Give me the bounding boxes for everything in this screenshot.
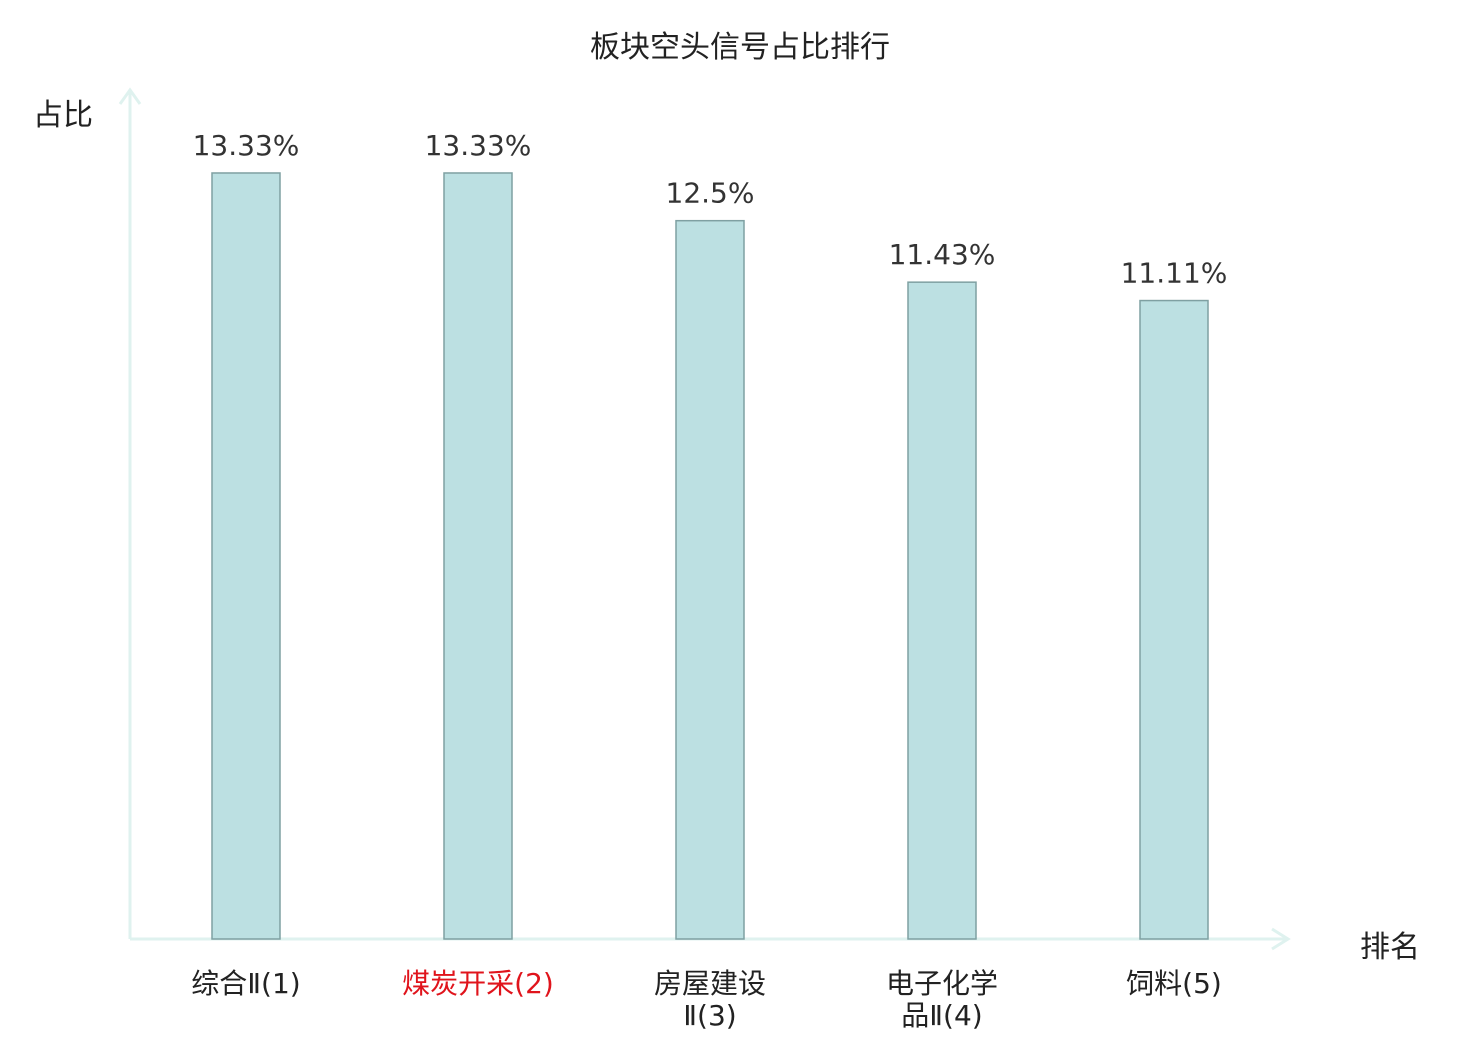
bar [443, 172, 513, 940]
x-tick-label: 综合Ⅱ(1) [191, 967, 300, 1000]
bar [675, 219, 745, 940]
bars [211, 172, 1209, 940]
y-axis-arrow [118, 87, 142, 105]
x-tick-label-line: 饲料(5) [1126, 967, 1222, 1000]
x-tick-label-line: 品Ⅱ(4) [901, 999, 982, 1032]
x-tick-label-line: 综合Ⅱ(1) [191, 967, 300, 1000]
x-tick-label: 饲料(5) [1126, 967, 1222, 1000]
x-tick-label-line: 煤炭开采(2) [402, 967, 554, 1000]
category-labels: 综合Ⅱ(1) 煤炭开采(2) 房屋建设 Ⅱ(3) 电子化学品Ⅱ(4) 饲料(5) [191, 967, 1222, 1032]
x-axis-arrow [1271, 927, 1291, 951]
chart-title: 板块空头信号占比排行 [590, 30, 890, 65]
data-label: 12.5% [666, 177, 755, 210]
x-tick-label: 房屋建设 Ⅱ(3) [654, 967, 766, 1032]
bar [907, 281, 977, 940]
x-tick-label-line: 房屋建设 [654, 967, 766, 1000]
data-label: 11.43% [889, 238, 996, 271]
data-label: 13.33% [425, 129, 532, 162]
x-tick-label-line: 电子化学 [886, 967, 998, 1000]
y-axis-label: 占比 [33, 98, 93, 133]
x-axis-label: 排名 [1360, 930, 1420, 965]
data-label: 11.11% [1121, 257, 1228, 290]
data-label: 13.33% [193, 129, 300, 162]
x-tick-label: 煤炭开采(2) [402, 967, 554, 1000]
bar [1139, 299, 1209, 940]
x-tick-label-line: Ⅱ(3) [683, 999, 736, 1032]
value-labels: 13.33% 13.33% 12.5% 11.43% 11.11% [193, 129, 1228, 290]
bar [211, 172, 281, 940]
x-tick-label: 电子化学品Ⅱ(4) [886, 967, 998, 1032]
